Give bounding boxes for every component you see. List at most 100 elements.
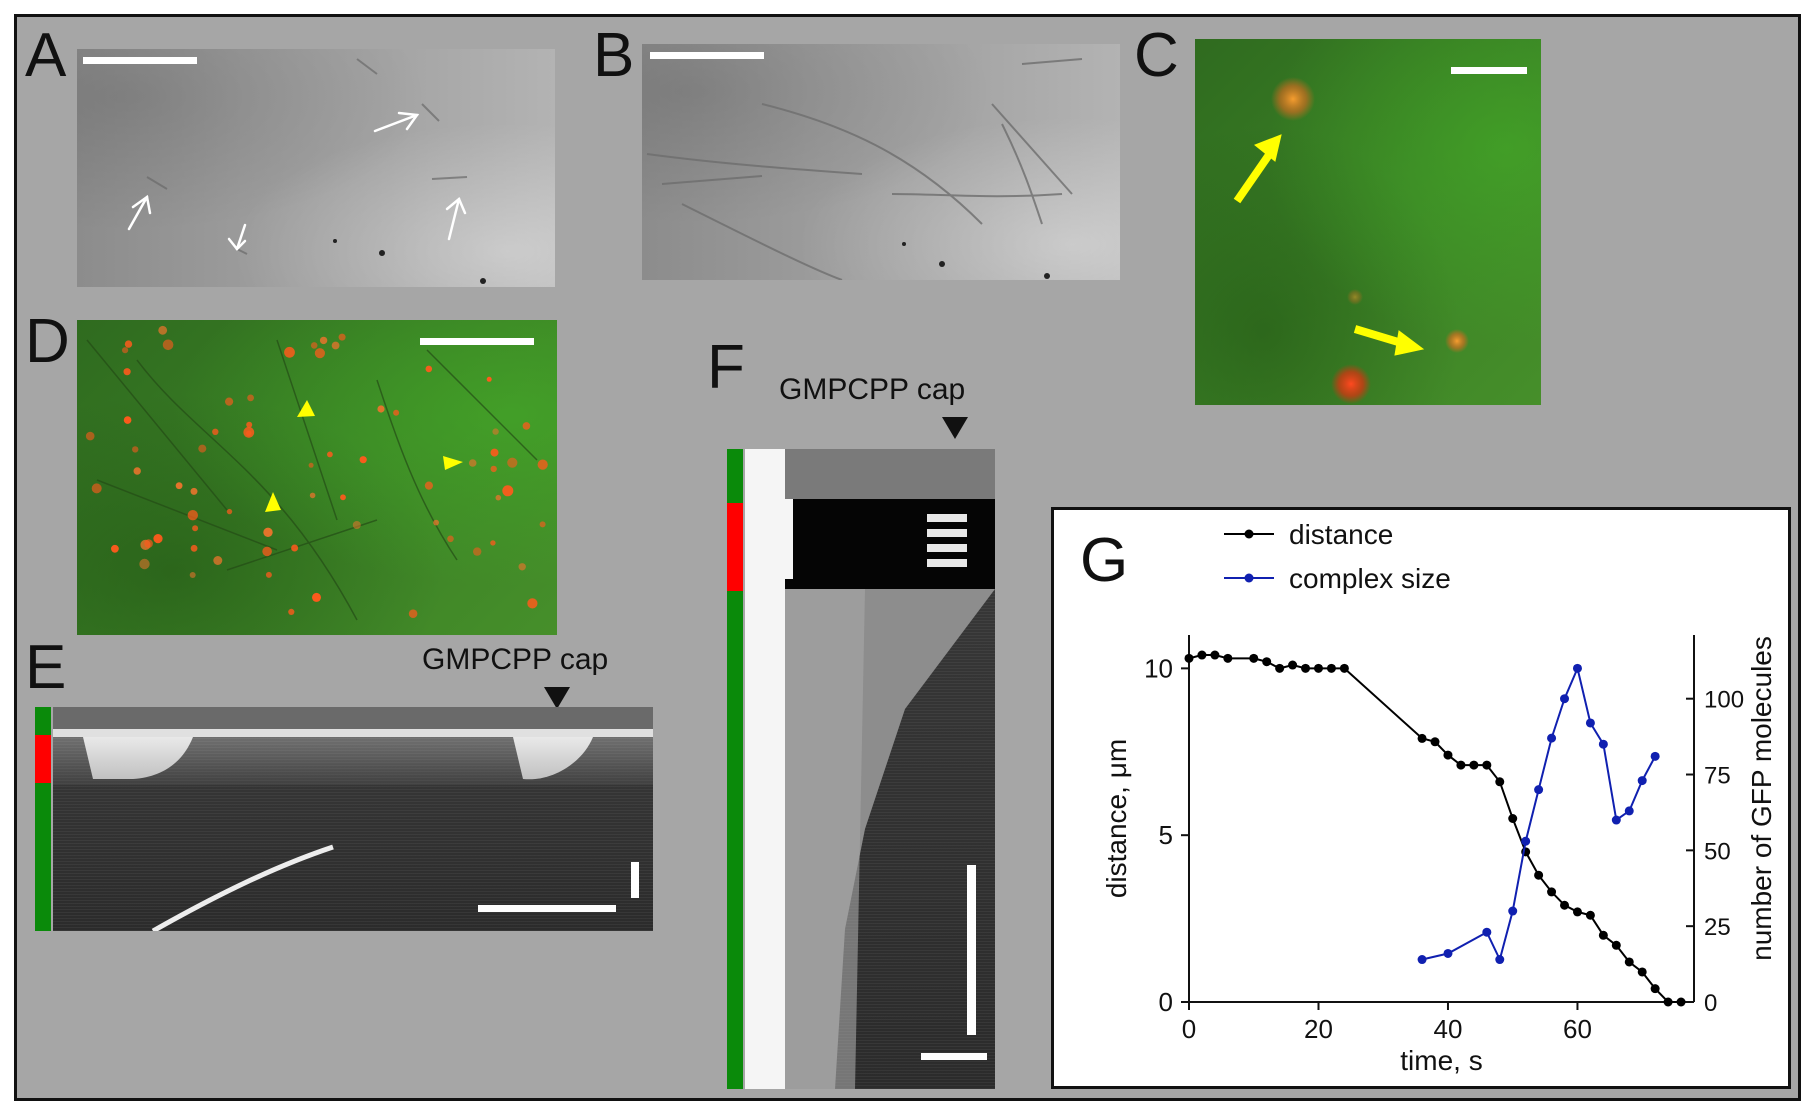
panel-c-spots bbox=[1271, 77, 1469, 404]
fluorescent-spot bbox=[308, 462, 314, 468]
data-point-complex-size bbox=[1508, 906, 1518, 916]
fluorescent-spot bbox=[139, 558, 150, 570]
fluorescent-spot bbox=[213, 556, 223, 565]
fluorescent-spot bbox=[522, 422, 531, 430]
series-line-distance bbox=[1188, 654, 1682, 1003]
fluorescent-spot bbox=[473, 547, 482, 556]
fluorescent-spot bbox=[123, 368, 131, 376]
fluorescent-spot bbox=[91, 483, 102, 494]
x-tick-label: 40 bbox=[1434, 1014, 1463, 1044]
data-point-distance bbox=[1534, 870, 1544, 880]
data-point-distance bbox=[1598, 930, 1608, 940]
panel-e-annotation: GMPCPP cap bbox=[422, 643, 609, 676]
data-point-complex-size bbox=[1417, 955, 1427, 965]
fluorescent-spot bbox=[198, 444, 207, 453]
fluorescent-spot bbox=[312, 592, 321, 602]
data-point-distance bbox=[1184, 653, 1194, 663]
panel-e-colorbar bbox=[35, 707, 51, 931]
fluorescent-spot bbox=[284, 346, 295, 358]
fluorescent-spot bbox=[153, 534, 163, 544]
y-tick-label-left: 10 bbox=[1144, 653, 1173, 683]
panel-label-g: G bbox=[1080, 526, 1129, 595]
data-point-distance bbox=[1210, 650, 1220, 660]
fluorescent-spot bbox=[123, 416, 132, 424]
scale-bar-e-vertical bbox=[631, 862, 639, 898]
fluorescent-spot bbox=[262, 546, 272, 557]
panel-b-image bbox=[642, 44, 1120, 280]
legend-marker bbox=[1244, 573, 1254, 583]
fluorescent-spot bbox=[288, 608, 295, 615]
panel-label-b: B bbox=[593, 21, 635, 90]
fluorescent-spot bbox=[327, 451, 333, 458]
fluorescent-spot bbox=[486, 376, 492, 382]
y-axis-label-left: distance, μm bbox=[1101, 739, 1132, 898]
black-triangle-icon bbox=[544, 687, 570, 709]
data-point-complex-size bbox=[1572, 663, 1582, 673]
fluorescent-spot bbox=[352, 521, 361, 529]
data-point-complex-size bbox=[1521, 836, 1531, 846]
x-tick-label: 20 bbox=[1304, 1014, 1333, 1044]
data-point-complex-size bbox=[1637, 776, 1647, 786]
black-triangle-icon bbox=[942, 417, 968, 439]
data-point-distance bbox=[1650, 984, 1660, 994]
fluorescent-spot bbox=[331, 341, 340, 350]
fluorescent-spot bbox=[527, 598, 538, 609]
panel-d-spots bbox=[85, 325, 548, 621]
fluorescent-spot bbox=[187, 510, 198, 521]
fluorescent-spot bbox=[132, 446, 139, 453]
data-point-complex-size bbox=[1650, 751, 1660, 761]
fluorescent-spot bbox=[190, 487, 198, 495]
fluorescent-spot bbox=[490, 465, 497, 473]
panel-f-kymograph bbox=[745, 449, 995, 1089]
fluorescent-spot bbox=[377, 405, 385, 413]
fluorescent-spot bbox=[424, 481, 433, 490]
fluorescent-spot bbox=[158, 325, 168, 335]
panel-d-image bbox=[77, 320, 557, 635]
fluorescent-spot bbox=[162, 339, 174, 351]
x-tick-label: 0 bbox=[1182, 1014, 1196, 1044]
fluorescent-spot bbox=[490, 540, 496, 546]
legend-label: complex size bbox=[1289, 563, 1451, 594]
fluorescent-spot bbox=[447, 535, 454, 543]
y-tick-label-left: 5 bbox=[1159, 820, 1173, 850]
fluorescent-spot bbox=[537, 459, 548, 470]
data-point-complex-size bbox=[1560, 694, 1570, 704]
data-point-distance bbox=[1508, 814, 1518, 823]
data-point-distance bbox=[1469, 760, 1479, 770]
panel-e-kymograph-art bbox=[53, 707, 653, 931]
panel-label-a: A bbox=[25, 21, 67, 90]
fluorescent-spot bbox=[291, 544, 299, 552]
legend-label: distance bbox=[1289, 519, 1393, 550]
fluorescent-spot bbox=[507, 457, 518, 468]
panel-a-image bbox=[77, 49, 555, 287]
fluorescent-spot bbox=[490, 448, 499, 457]
data-point-distance bbox=[1663, 997, 1673, 1007]
fluorescent-spot bbox=[190, 544, 198, 552]
panel-e-kymograph bbox=[53, 707, 653, 931]
fluorescent-spot bbox=[468, 459, 477, 467]
data-point-complex-size bbox=[1611, 815, 1621, 825]
data-point-distance bbox=[1624, 957, 1634, 967]
y-axis-label-right: number of GFP molecules bbox=[1746, 636, 1777, 961]
chart-legend: distance complex size bbox=[1224, 519, 1451, 594]
fluorescent-spot bbox=[247, 394, 255, 402]
data-point-distance bbox=[1249, 653, 1259, 663]
fluorescent-spot bbox=[144, 539, 153, 548]
data-point-complex-size bbox=[1534, 785, 1544, 795]
data-point-complex-size bbox=[1482, 927, 1492, 937]
scale-bar-a bbox=[83, 57, 197, 64]
panel-f-colorbar bbox=[727, 449, 743, 1089]
scale-bar-f-vertical bbox=[967, 865, 976, 1035]
data-point-distance bbox=[1676, 997, 1686, 1007]
fluorescent-spot bbox=[340, 494, 346, 501]
fluorescent-spot bbox=[133, 467, 141, 475]
panel-g-chart: G distance complex size 0 20 40 60 0 5 10 0 25 50 7… bbox=[1051, 507, 1791, 1089]
fluorescent-spot bbox=[425, 365, 433, 373]
data-point-distance bbox=[1223, 653, 1233, 663]
data-point-complex-size bbox=[1585, 718, 1595, 728]
fluorescent-spot bbox=[492, 428, 499, 435]
data-point-distance bbox=[1262, 657, 1272, 667]
data-point-distance bbox=[1417, 733, 1427, 743]
